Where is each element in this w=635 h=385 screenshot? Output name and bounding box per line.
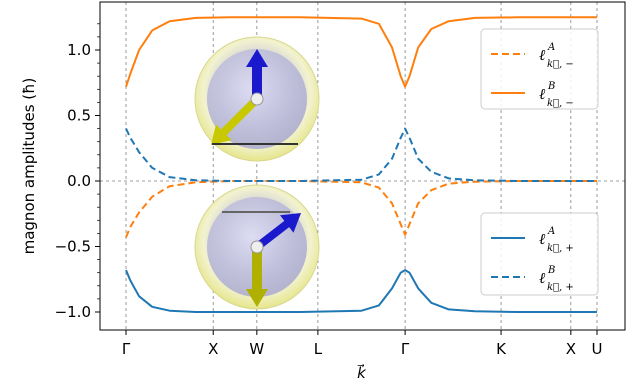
series-lA_minus — [125, 16, 597, 88]
series-lB_plus — [125, 127, 597, 182]
x-tick-label: X — [208, 340, 218, 358]
legend-upper: ℓ Ak⃗, −ℓ Bk⃗, − — [480, 28, 599, 110]
series-lA_plus — [125, 269, 597, 313]
y-tick-label: −1.0 — [55, 303, 91, 321]
legend-lower: ℓ Ak⃗, +ℓ Bk⃗, + — [480, 212, 599, 296]
x-tick-label: Γ — [401, 340, 410, 358]
y-tick-label: 0.0 — [67, 172, 91, 190]
upper-sphere-inset — [194, 36, 320, 162]
sphere-center — [250, 240, 264, 254]
lower-sphere-inset — [194, 184, 320, 310]
big-spin-arrow-head — [246, 49, 268, 67]
legend-sup: A — [547, 226, 555, 237]
legend-sup: B — [547, 81, 555, 92]
legend-label: ℓ — [539, 230, 545, 248]
x-tick-label: Γ — [122, 340, 131, 358]
x-tick-label: K — [496, 340, 507, 358]
legends: ℓ Ak⃗, −ℓ Bk⃗, −ℓ Ak⃗, +ℓ Bk⃗, + — [480, 28, 599, 296]
small-spin-arrow-head — [280, 213, 301, 233]
sphere-insets — [194, 36, 320, 310]
big-spin-arrow-head — [246, 289, 268, 307]
small-spin-arrow-head — [211, 124, 232, 145]
plot-frame — [99, 1, 626, 331]
y-tick-label: 1.0 — [67, 41, 91, 59]
legend-frame — [480, 212, 599, 296]
legend-label: ℓ — [539, 46, 545, 64]
x-tick-label: X — [566, 340, 576, 358]
legend-sup: A — [547, 42, 555, 53]
x-tick-label: L — [314, 340, 323, 358]
legend-sup: B — [547, 265, 555, 276]
y-tick-label: 0.5 — [67, 107, 91, 125]
legend-frame — [480, 28, 599, 110]
small-spin-arrow-shaft — [219, 95, 261, 137]
x-tick-label: U — [592, 340, 603, 358]
x-axis-label: k⃗ — [357, 363, 368, 382]
series-lB_minus — [125, 180, 597, 238]
sphere-center — [250, 92, 264, 106]
series-lines — [125, 16, 597, 313]
legend-sub: k⃗, + — [547, 243, 574, 254]
y-tick-label: −0.5 — [55, 238, 91, 256]
legend-label: ℓ — [539, 85, 545, 103]
legend-label: ℓ — [539, 269, 545, 287]
x-tick-label: W — [249, 340, 264, 358]
y-axis-label: magnon amplitudes (ħ) — [20, 78, 38, 255]
legend-sub: k⃗, − — [547, 59, 574, 70]
legend-sub: k⃗, − — [547, 98, 574, 109]
legend-sub: k⃗, + — [547, 282, 574, 293]
